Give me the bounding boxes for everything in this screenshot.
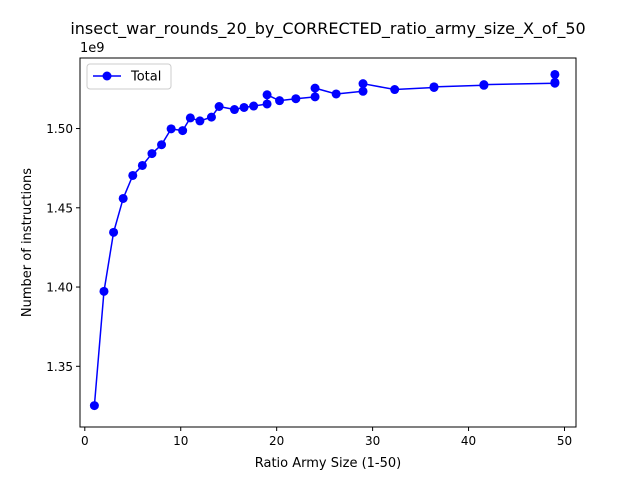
plot-frame (79, 57, 577, 428)
data-point (99, 286, 109, 296)
x-tick-label: 40 (461, 434, 476, 448)
data-point (89, 401, 99, 411)
data-point (214, 102, 224, 111)
data-point (147, 149, 157, 159)
y-axis-ticks: 1.35 1.40 1.45 1.50 (46, 122, 80, 374)
data-point (358, 86, 368, 96)
data-point (550, 77, 560, 87)
y-tick-label: 1.45 (46, 201, 73, 215)
data-point (137, 160, 147, 170)
data-point (479, 80, 489, 90)
data-point (249, 101, 259, 111)
y-tick-label: 1.50 (46, 122, 73, 136)
x-axis-ticks: 0 10 20 30 40 50 (81, 427, 572, 448)
x-axis-label: Ratio Army Size (1-50) (255, 456, 401, 471)
data-point (157, 140, 167, 150)
data-point (128, 170, 138, 180)
data-point (358, 79, 368, 89)
data-point (275, 96, 285, 106)
legend: Total (86, 63, 172, 90)
legend-point-marker (102, 71, 112, 81)
data-point (429, 82, 439, 92)
data-point (206, 112, 216, 122)
x-tick-label: 0 (81, 434, 89, 448)
data-point (229, 105, 239, 115)
plot-content (89, 69, 560, 411)
data-point (550, 69, 560, 79)
data-point (185, 113, 195, 123)
y-tick-label: 1.35 (46, 360, 73, 374)
y-axis-multiplier: 1e9 (80, 41, 105, 56)
x-tick-label: 30 (365, 434, 380, 448)
data-point (195, 116, 205, 126)
data-point (390, 85, 400, 95)
data-point (310, 83, 320, 93)
data-point (118, 193, 128, 203)
data-point (178, 126, 188, 136)
data-point (291, 94, 301, 104)
data-point (166, 124, 176, 134)
y-axis-label: Number of instructions (20, 168, 35, 317)
data-point (331, 89, 341, 99)
data-point (310, 92, 320, 102)
legend-box (86, 63, 172, 90)
data-point (262, 90, 272, 100)
data-point (262, 99, 272, 109)
x-tick-label: 20 (269, 434, 284, 448)
data-point (109, 227, 119, 237)
chart-title: insect_war_rounds_20_by_CORRECTED_ratio_… (70, 19, 585, 39)
x-tick-label: 50 (557, 434, 572, 448)
data-point (239, 102, 249, 112)
legend-label-total: Total (130, 70, 161, 85)
y-tick-label: 1.40 (46, 281, 73, 295)
x-tick-label: 10 (173, 434, 188, 448)
